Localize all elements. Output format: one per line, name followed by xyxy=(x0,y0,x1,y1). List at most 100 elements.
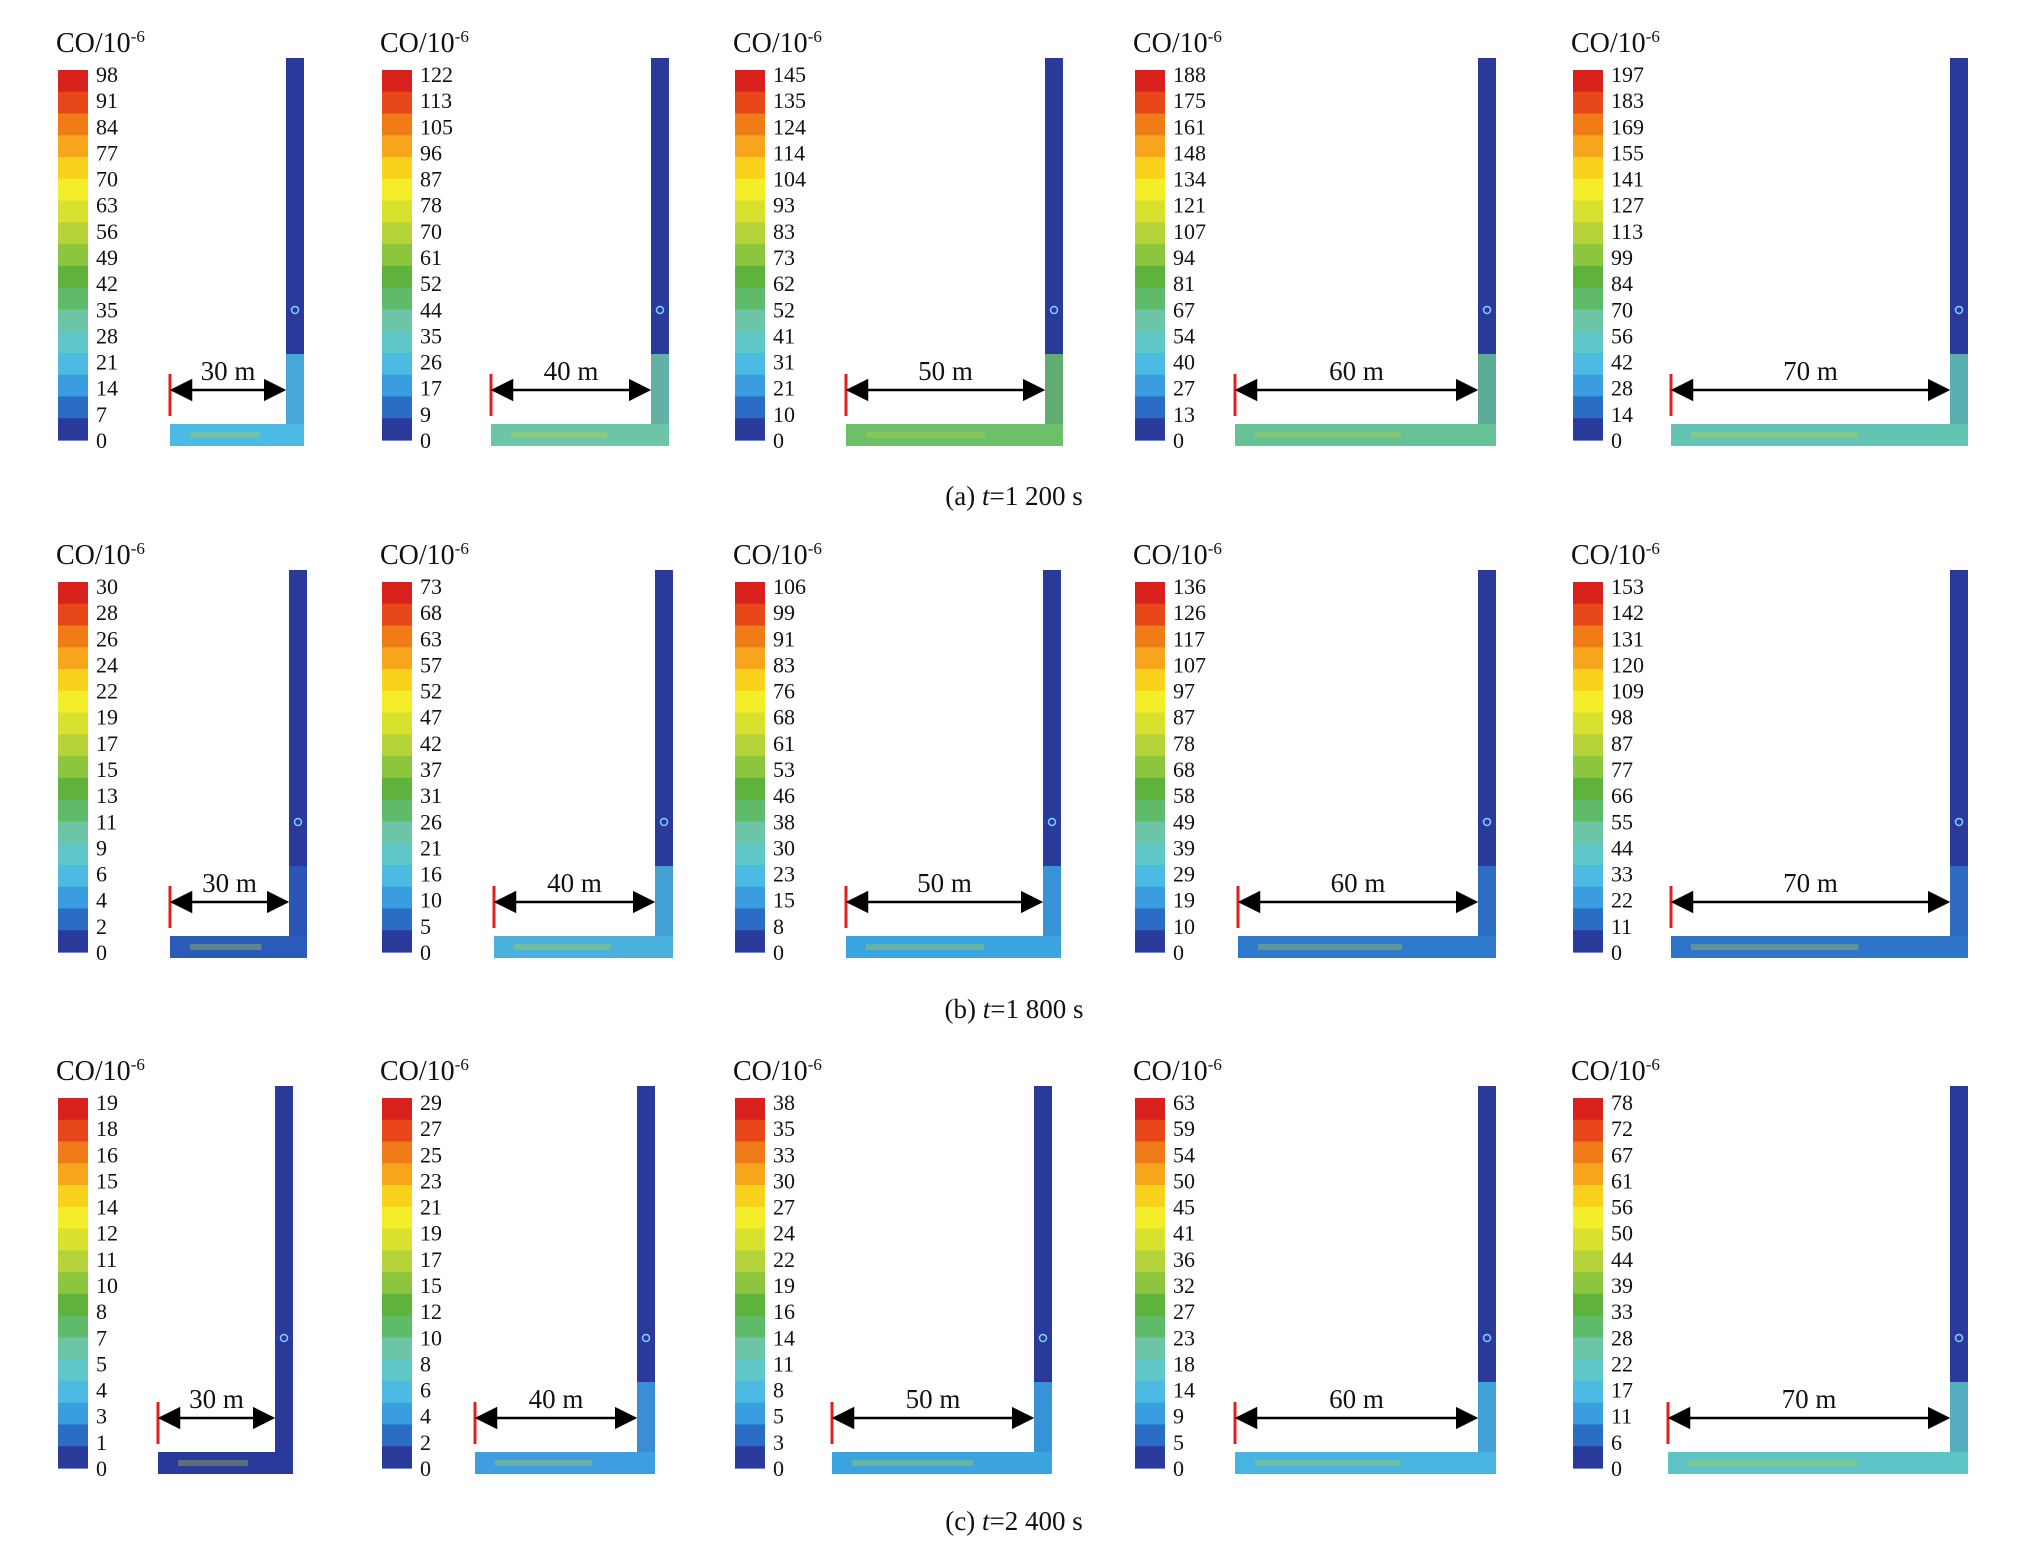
colorbar-tick-label: 14 xyxy=(773,1325,795,1350)
colorbar-tick-label: 9 xyxy=(1173,1404,1184,1429)
shaft-plume xyxy=(286,354,304,444)
colorbar-segment xyxy=(58,1446,88,1469)
colorbar-tick-label: 136 xyxy=(1173,574,1206,599)
colorbar-tick-label: 107 xyxy=(1173,219,1206,244)
colorbar-segment xyxy=(1135,1250,1165,1273)
colorbar-segment xyxy=(1135,799,1165,823)
colorbar-segment xyxy=(1573,603,1603,627)
colorbar-tick-label: 45 xyxy=(1173,1195,1195,1220)
colorbar-segment xyxy=(382,1402,412,1426)
colorbar-tick-label: 0 xyxy=(773,428,784,453)
colorbar-tick-label: 84 xyxy=(1611,271,1633,296)
colorbar-segment xyxy=(735,1380,765,1404)
colorbar-segment xyxy=(1135,1359,1165,1382)
colorbar-segment xyxy=(58,690,88,714)
distance-label: 40 m xyxy=(544,356,599,386)
colorbar-tick-label: 44 xyxy=(1611,1247,1633,1272)
colorbar-segment xyxy=(735,1359,765,1382)
colorbar-segment xyxy=(1135,1141,1165,1164)
horizontal-duct xyxy=(1235,424,1496,446)
duct-concentration-streak xyxy=(866,944,985,950)
colorbar-tick-label: 121 xyxy=(1173,193,1206,218)
colorbar-unit-label: CO/10-6 xyxy=(380,27,469,59)
colorbar-tick-label: 0 xyxy=(1173,1456,1184,1481)
unit-exponent: -6 xyxy=(1646,539,1660,558)
vertical-shaft xyxy=(275,1086,293,1472)
colorbar-segment xyxy=(1573,157,1603,180)
colorbar-segment xyxy=(58,1424,88,1447)
colorbar-tick-label: 52 xyxy=(420,271,442,296)
colorbar-tick-label: 11 xyxy=(773,1351,794,1376)
colorbar-segment xyxy=(1135,1424,1165,1447)
colorbar-tick-label: 84 xyxy=(96,114,118,139)
colorbar-tick-label: 28 xyxy=(1611,376,1633,401)
horizontal-duct xyxy=(158,1452,293,1474)
colorbar-segment xyxy=(382,1228,412,1251)
colorbar-segment xyxy=(1135,712,1165,735)
colorbar-segment xyxy=(735,1163,765,1186)
colorbar-segment xyxy=(735,1228,765,1251)
colorbar-tick-label: 21 xyxy=(420,1195,442,1220)
colorbar-segment xyxy=(382,1206,412,1230)
colorbar-segment xyxy=(382,1380,412,1404)
colorbar-tick-label: 113 xyxy=(420,88,452,113)
colorbar-segment xyxy=(58,418,88,441)
colorbar-tick-label: 99 xyxy=(773,600,795,625)
colorbar-segment xyxy=(1573,647,1603,670)
unit-base: CO/10 xyxy=(1571,1056,1646,1087)
colorbar-segment xyxy=(735,396,765,419)
colorbar-tick-label: 50 xyxy=(1611,1221,1633,1246)
shaft-monitor-point xyxy=(641,1333,651,1343)
colorbar-segment xyxy=(735,1424,765,1447)
colorbar-segment xyxy=(1573,1446,1603,1469)
vertical-shaft xyxy=(289,570,307,956)
distance-label: 70 m xyxy=(1783,356,1838,386)
colorbar-segment xyxy=(382,244,412,267)
colorbar-segment xyxy=(1135,821,1165,844)
colorbar-segment xyxy=(735,352,765,376)
shaft-plume xyxy=(651,354,669,444)
caption-variable: t xyxy=(983,994,992,1024)
colorbar-segment xyxy=(58,647,88,670)
colorbar-unit-label: CO/10-6 xyxy=(1133,27,1222,59)
duct-concentration-streak xyxy=(1688,1460,1858,1466)
unit-base: CO/10 xyxy=(1571,28,1646,59)
colorbar-segment xyxy=(58,1163,88,1186)
shaft-monitor-point xyxy=(290,305,300,315)
colorbar-tick-label: 98 xyxy=(1611,705,1633,730)
colorbar-tick-label: 22 xyxy=(773,1247,795,1272)
shaft-plume xyxy=(655,866,673,956)
unit-base: CO/10 xyxy=(56,540,131,571)
colorbar-segment xyxy=(382,669,412,692)
colorbar-segment xyxy=(58,1228,88,1251)
colorbar-tick-label: 41 xyxy=(1173,1221,1195,1246)
colorbar-unit-label: CO/10-6 xyxy=(733,539,822,571)
colorbar-segment xyxy=(1573,113,1603,136)
colorbar-tick-label: 68 xyxy=(420,600,442,625)
horizontal-duct xyxy=(832,1452,1052,1474)
colorbar-tick-label: 37 xyxy=(420,757,442,782)
horizontal-duct xyxy=(1668,1452,1968,1474)
colorbar-tick-label: 0 xyxy=(96,1456,107,1481)
panel: CO/10-6153142131120109988777665544332211… xyxy=(1571,539,1968,965)
shaft-monitor-point xyxy=(1047,817,1057,827)
colorbar-segment xyxy=(1573,1380,1603,1404)
colorbar-segment xyxy=(382,821,412,844)
colorbar-tick-label: 61 xyxy=(420,245,442,270)
unit-base: CO/10 xyxy=(733,28,808,59)
distance-label: 50 m xyxy=(918,356,973,386)
distance-label: 40 m xyxy=(529,1384,584,1414)
colorbar-segment xyxy=(1135,886,1165,910)
colorbar-segment xyxy=(382,1098,412,1121)
colorbar-segment xyxy=(382,222,412,245)
colorbar-tick-label: 155 xyxy=(1611,140,1644,165)
colorbar-segment xyxy=(735,843,765,866)
colorbar-segment xyxy=(1573,1228,1603,1251)
colorbar-segment xyxy=(1135,908,1165,931)
colorbar-segment xyxy=(382,418,412,441)
shaft-monitor-point xyxy=(655,305,665,315)
colorbar-segment xyxy=(1573,91,1603,115)
colorbar-segment xyxy=(735,799,765,823)
colorbar-segment xyxy=(58,1315,88,1339)
colorbar-segment xyxy=(58,200,88,223)
